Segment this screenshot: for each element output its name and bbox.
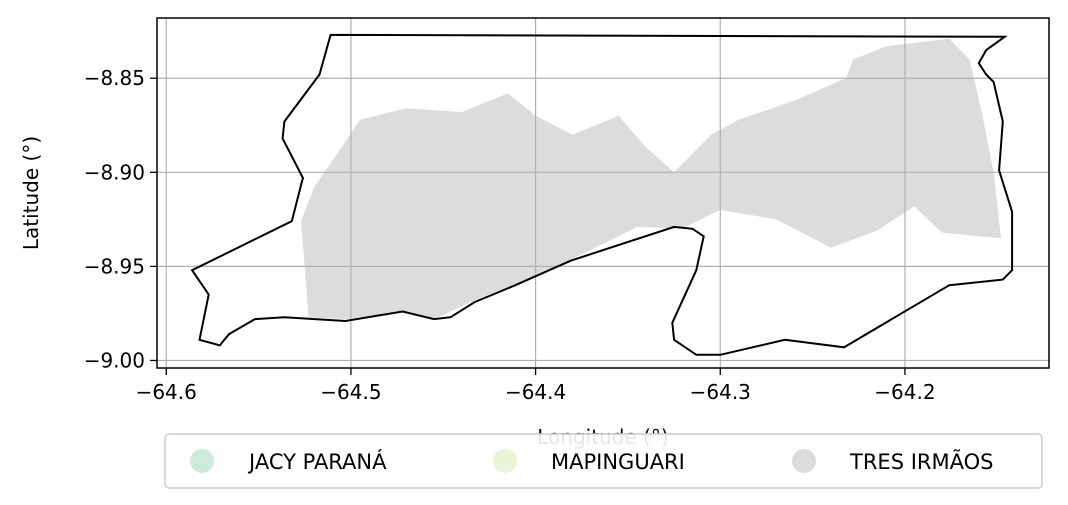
legend-label-jacy-parana: JACY PARANÁ <box>247 449 387 474</box>
legend-box <box>164 433 1043 489</box>
plot-frame <box>156 17 1050 369</box>
x-tick-label: −64.2 <box>874 380 935 404</box>
legend-marker-mapinguari <box>493 449 517 473</box>
y-tick-label: −9.00 <box>84 348 145 372</box>
area-polygons <box>301 38 1001 320</box>
legend-label-mapinguari: MAPINGUARI <box>551 450 685 474</box>
legend-marker-tres-irmaos <box>792 449 816 473</box>
legend: JACY PARANÁ MAPINGUARI TRES IRMÃOS <box>164 433 1043 489</box>
legend-marker-jacy-parana <box>190 449 214 473</box>
boundary-outline <box>190 33 1014 356</box>
x-tick-label: −64.5 <box>320 380 381 404</box>
axis-ticks: −64.6 −64.5 −64.4 −64.3 −64.2 −8.85 −8.90 −8.95… <box>84 66 936 404</box>
grid-lines <box>157 18 1049 368</box>
y-axis-title: Latitude (°) <box>19 136 43 250</box>
y-tick-label: −8.85 <box>84 66 145 90</box>
x-tick-label: −64.6 <box>136 380 197 404</box>
y-tick-label: −8.90 <box>84 160 145 184</box>
x-tick-label: −64.4 <box>505 380 566 404</box>
y-tick-label: −8.95 <box>84 254 145 278</box>
area-0 <box>301 38 1001 320</box>
legend-label-tres-irmaos: TRES IRMÃOS <box>849 448 993 474</box>
x-tick-label: −64.3 <box>690 380 751 404</box>
